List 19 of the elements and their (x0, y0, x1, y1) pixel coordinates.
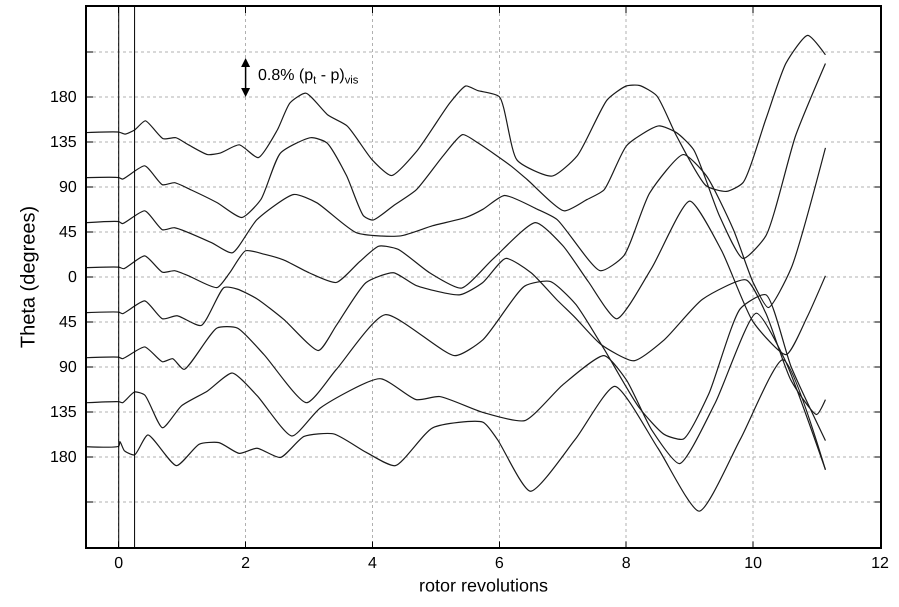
text: 135 (50, 134, 77, 151)
text: 0 (68, 269, 77, 286)
x-tick-label: 6 (494, 554, 504, 572)
text: 90 (59, 359, 77, 376)
x-tick-label: 10 (744, 554, 762, 572)
text: 135 (50, 404, 77, 421)
annotation: 0.8% (p$_{t}$ - p)$_{vis}$ (258, 67, 359, 86)
text: 45 (59, 314, 77, 331)
x-tick-label: 0 (114, 554, 124, 572)
x-tick-label: 12 (871, 554, 889, 572)
text: 180 (50, 89, 77, 106)
x-axis-title: rotor revolutions (418, 576, 548, 596)
y-axis-title: Theta (degrees) (17, 206, 40, 348)
x-tick-label: 2 (241, 554, 250, 572)
text: 180 (50, 449, 77, 466)
x-tick-label: 4 (368, 554, 378, 572)
text: 45 (59, 224, 77, 241)
text: 90 (59, 179, 77, 196)
x-tick-label: 8 (622, 554, 631, 572)
